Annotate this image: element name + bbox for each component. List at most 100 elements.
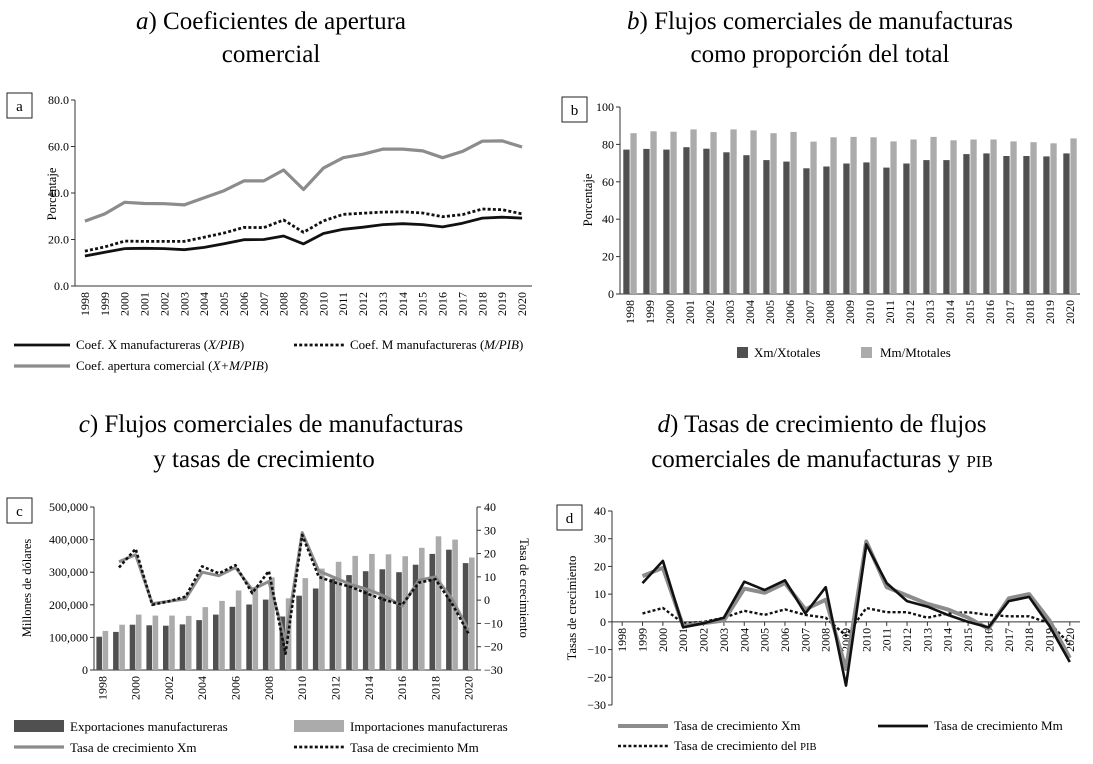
panel-b-y-tick-label: 0: [608, 287, 614, 301]
panel-a-x-tick-label: 2020: [515, 292, 529, 316]
panel-d-x-tick-label: 2008: [819, 628, 833, 652]
panel-b-x-tick-label: 2003: [723, 300, 737, 324]
panel-b-series: [623, 129, 1077, 294]
panel-b-bar-mm: [910, 139, 917, 294]
panel-b-legend-m: Mm/Mtotales: [880, 345, 951, 360]
panel-c-bar-imports: [169, 615, 175, 670]
panel-b-x-tick-label: 1999: [643, 300, 657, 324]
panel-d-y-tick-label: −20: [587, 670, 606, 684]
panel-d-x-tick-label: 2014: [941, 628, 955, 652]
panel-d-y-tick-label: −30: [587, 698, 606, 712]
panel-b-bar-mm: [770, 133, 777, 294]
panel-c-bar-exports: [396, 572, 402, 670]
panel-b-bar-xm: [1023, 156, 1030, 294]
panel-b-x-tick-label: 2020: [1063, 300, 1077, 324]
panel-d-badge: d: [566, 511, 574, 527]
panel-b-bar-xm: [1063, 153, 1070, 294]
panel-b-x-tick-label: 2011: [883, 300, 897, 324]
panel-a-x-tick-label: 1998: [78, 292, 92, 316]
panel-c-bar-exports: [312, 588, 319, 670]
panel-c-x-tick-label: 2002: [162, 676, 176, 700]
panel-d-y-ticks: −30 −20 −10 0 10 20 30 40: [587, 504, 612, 712]
panel-d-badge-box: [556, 504, 583, 531]
panel-b-bar-xm: [803, 168, 810, 294]
panel-b-bar-mm: [690, 129, 697, 294]
panel-b-x-tick-label: 2009: [843, 300, 857, 324]
panel-b-y-tick-label: 40: [602, 212, 614, 226]
panel-b-bar-mm: [810, 141, 817, 294]
panel-b-legend-x: Xm/Xtotales: [754, 345, 820, 360]
panel-b-x-tick-label: 2015: [963, 300, 977, 324]
panel-b-bar-xm: [763, 160, 770, 294]
panel-b-bar-mm: [890, 141, 897, 294]
panel-c-left-y-tick-label: 0: [82, 663, 88, 677]
panel-c-bar-imports: [335, 561, 342, 670]
panel-d-x-tick-label: 2001: [676, 628, 690, 652]
panel-b-bar-mm: [870, 137, 877, 294]
panel-d-x-tick-label: 2018: [1022, 628, 1036, 652]
panel-b-bar-xm: [663, 149, 670, 294]
panel-d-x-tick-label: 2006: [778, 628, 792, 652]
panel-b-bar-xm: [943, 160, 950, 294]
panel-b-bar-xm: [963, 154, 970, 294]
panel-d: d) Tasas de crecimiento de flujos comerc…: [556, 411, 1080, 753]
panel-b-x-tick-label: 2005: [763, 300, 777, 324]
panel-a-y-tick-label: 60.0: [48, 140, 69, 154]
panel-b-bar-mm: [1010, 141, 1017, 294]
panel-c-x-ticks: 1998 2000 2002 2004 2006 2008 2010 2012 2014 2016…: [95, 676, 475, 700]
panel-d-x-tick-label: 2012: [900, 628, 914, 652]
panel-b-badge-box: [561, 96, 588, 123]
panel-a-x-tick-label: 2007: [257, 292, 271, 316]
panel-b-y-tick-label: 60: [602, 175, 614, 189]
panel-c-badge-box: [6, 497, 33, 524]
panel-a-line-apertura: [84, 139, 523, 223]
panel-b-x-tick-label: 1998: [623, 300, 637, 324]
panel-a: a) Coeficientes de apertura comercial a …: [6, 8, 532, 373]
panel-a-legend-x: Coef. X manufactureras (X/PIB): [76, 337, 244, 352]
panel-c-line-growth-mm: [118, 533, 470, 655]
panel-a-badge-box: [6, 92, 33, 119]
panel-b-bar-mm: [970, 139, 977, 294]
panel-b-x-tick-label: 2017: [1003, 300, 1017, 324]
panel-b-bar-xm: [783, 161, 790, 294]
panel-b-bar-xm: [723, 152, 730, 294]
panel-c-bar-exports: [429, 553, 436, 670]
panel-b-bar-xm: [703, 148, 710, 294]
panel-d-x-tick-label: 2000: [656, 628, 670, 652]
panel-a-legend-m: Coef. M manufactureras (M/PIB): [350, 337, 523, 352]
panel-c-bar-exports: [346, 575, 352, 670]
panel-a-series: [84, 139, 523, 258]
panel-b-bar-xm: [1043, 156, 1050, 294]
panel-d-legend-pib: Tasa de crecimiento del PIB: [674, 738, 816, 753]
panel-d-legend-xm: Tasa de crecimiento Xm: [674, 718, 801, 733]
panel-b-bar-xm: [623, 149, 630, 294]
panel-a-y-ticks: 0.0 20.0 40.0 60.0 80.0: [48, 93, 75, 293]
panel-c-left-y-tick-label: 300,000: [49, 565, 88, 579]
panel-c-bar-imports: [302, 578, 309, 670]
panel-d-x-tick-label: 2002: [697, 628, 711, 652]
panel-b-x-ticks: 1998 1999 2000 2001 2002 2003 2004 2005 2006 2007…: [623, 300, 1077, 324]
panel-b-bar-xm: [903, 163, 910, 294]
panel-c-left-y-tick-label: 500,000: [49, 500, 88, 514]
panel-b-bar-xm: [823, 166, 830, 294]
panel-b-bar-xm: [863, 162, 870, 294]
panel-c-title-line1: c) Flujos comerciales de manufacturas: [79, 411, 464, 438]
panel-d-title-line2: comerciales de manufacturas y PIB: [651, 446, 993, 473]
panel-a-legend-apertura: Coef. apertura comercial (X+M/PIB): [76, 358, 268, 373]
panel-c-bar-exports: [462, 563, 469, 670]
panel-a-x-tick-label: 2002: [157, 292, 171, 316]
panel-b-bar-mm: [1050, 143, 1057, 294]
panel-a-x-tick-label: 2013: [376, 292, 390, 316]
panel-b-bar-xm: [883, 167, 890, 294]
panel-a-x-tick-label: 2019: [495, 292, 509, 316]
panel-b-bar-xm: [983, 153, 990, 294]
panel-d-x-tick-label: 2013: [920, 628, 934, 652]
panel-b-x-tick-label: 2012: [903, 300, 917, 324]
panel-b-bar-mm: [1070, 138, 1077, 294]
panel-b-legend-swatch-m: [861, 347, 872, 358]
panel-c-left-y-tick-label: 100,000: [49, 630, 88, 644]
panel-b-bar-mm: [790, 131, 797, 294]
panel-c-bar-imports: [469, 557, 475, 670]
panel-a-x-tick-label: 2012: [356, 292, 370, 316]
